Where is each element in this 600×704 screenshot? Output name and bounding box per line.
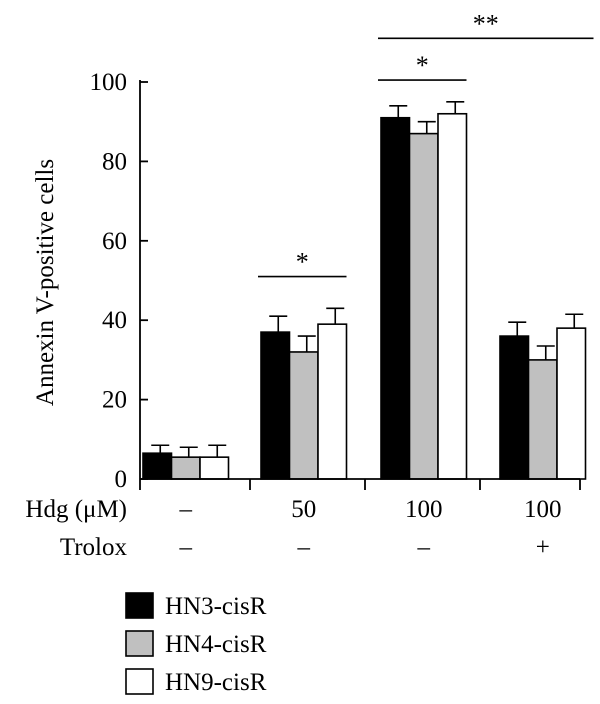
error-bar-hn3-cisr-3 xyxy=(508,321,527,337)
row-value-trolox-1: – xyxy=(297,534,311,561)
error-bar-hn4-cisr-1 xyxy=(297,335,316,352)
significance-label-0: * xyxy=(296,248,309,277)
bar-hn9-cisr-0 xyxy=(199,456,230,480)
row-value-hdg-0: – xyxy=(179,496,193,523)
error-bar-hn3-cisr-1 xyxy=(269,315,288,333)
axes-layer: 0 20 40 60 80 100 Annexin V-positive cells xyxy=(32,69,581,493)
error-bar-hn4-cisr-2 xyxy=(417,120,436,134)
significance-layer: **** xyxy=(258,9,594,278)
error-bar-hn9-cisr-3 xyxy=(565,313,584,329)
legend-label: HN9-cisR xyxy=(165,669,267,696)
bar-hn9-cisr-1 xyxy=(317,323,348,480)
row-value-trolox-0: – xyxy=(179,534,193,561)
significance-label-2: ** xyxy=(473,9,499,38)
legend-item-hn9-cisr: HN9-cisR xyxy=(125,668,267,696)
significance-label-1: * xyxy=(416,51,429,80)
legend-swatch xyxy=(125,668,154,695)
legend-item-hn3-cisr: HN3-cisR xyxy=(125,592,267,620)
row-value-hdg-2: 100 xyxy=(405,496,443,523)
condition-rows: Hdg (μM) – 50 100 100 Trolox – – – + xyxy=(25,496,561,561)
error-bar-hn3-cisr-2 xyxy=(389,105,408,118)
row-label-hdg: Hdg (μM) xyxy=(25,496,127,523)
legend-label: HN3-cisR xyxy=(165,593,267,620)
legend-label: HN4-cisR xyxy=(165,631,267,658)
y-axis-label: Annexin V-positive cells xyxy=(32,159,59,406)
row-value-hdg-3: 100 xyxy=(524,496,562,523)
bars-layer xyxy=(142,101,587,480)
error-bar-hn9-cisr-1 xyxy=(326,307,345,325)
bar-hn4-cisr-3 xyxy=(527,359,558,480)
error-bar-hn9-cisr-2 xyxy=(446,101,465,114)
error-bar-hn4-cisr-3 xyxy=(536,345,555,360)
y-tick-label: 80 xyxy=(102,148,127,175)
error-bar-hn3-cisr-0 xyxy=(151,444,170,454)
bar-hn4-cisr-1 xyxy=(288,351,319,480)
y-tick-label: 40 xyxy=(102,307,127,334)
bar-hn3-cisr-2 xyxy=(380,116,411,480)
legend-item-hn4-cisr: HN4-cisR xyxy=(125,630,267,658)
legend: HN3-cisR HN4-cisR HN9-cisR xyxy=(125,592,267,696)
bar-hn3-cisr-3 xyxy=(499,335,530,480)
y-tick-label: 60 xyxy=(102,228,127,255)
legend-swatch xyxy=(125,630,154,657)
bar-hn3-cisr-0 xyxy=(142,452,173,480)
y-tick-label: 100 xyxy=(90,69,128,96)
row-value-hdg-1: 50 xyxy=(291,496,316,523)
bar-hn9-cisr-3 xyxy=(556,327,587,480)
y-tick-label: 0 xyxy=(115,466,128,493)
legend-swatch xyxy=(125,592,154,619)
row-label-trolox: Trolox xyxy=(60,534,128,561)
bar-hn3-cisr-1 xyxy=(260,331,291,480)
bar-hn9-cisr-2 xyxy=(437,112,468,480)
error-bar-hn9-cisr-0 xyxy=(208,444,227,458)
bar-hn4-cisr-0 xyxy=(170,456,201,480)
y-tick-label: 20 xyxy=(102,387,127,414)
bar-hn4-cisr-2 xyxy=(408,132,439,480)
row-value-trolox-3: + xyxy=(536,534,550,561)
error-bar-hn4-cisr-0 xyxy=(179,446,198,458)
row-value-trolox-2: – xyxy=(417,534,431,561)
